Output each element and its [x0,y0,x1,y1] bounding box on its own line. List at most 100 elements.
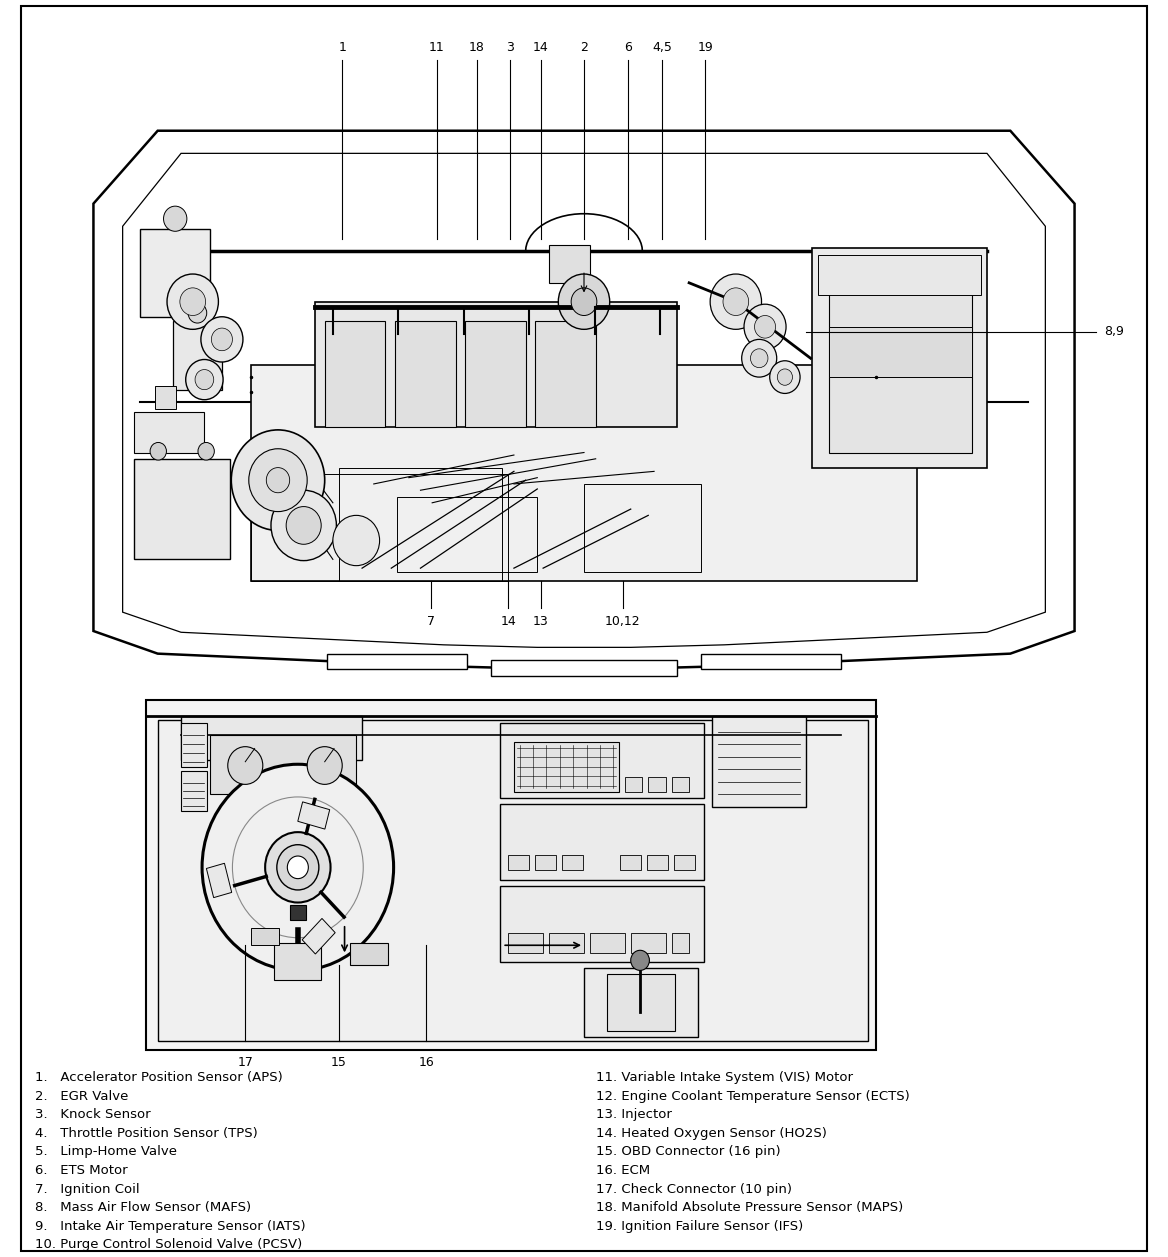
Text: 8,9: 8,9 [1104,326,1124,338]
Circle shape [277,845,319,890]
Bar [535,321,596,427]
Text: 17. Check Connector (10 pin): 17. Check Connector (10 pin) [596,1183,792,1195]
Circle shape [723,288,749,316]
Text: 6.   ETS Motor: 6. ETS Motor [35,1164,127,1177]
Bar [500,723,704,798]
Circle shape [164,206,187,231]
Circle shape [287,856,308,879]
Text: 3.   Knock Sensor: 3. Knock Sensor [35,1109,151,1121]
Text: 17: 17 [237,1056,253,1068]
Bar [134,459,230,559]
Circle shape [186,360,223,400]
Circle shape [195,370,214,390]
Text: 6: 6 [625,41,632,54]
Circle shape [558,274,610,329]
Bar [298,802,329,830]
Circle shape [307,747,342,784]
Circle shape [333,515,380,566]
Bar [158,720,868,1041]
Circle shape [571,288,597,316]
Polygon shape [327,654,467,669]
Text: 9.   Intake Air Temperature Sensor (IATS): 9. Intake Air Temperature Sensor (IATS) [35,1219,306,1233]
Bar [325,321,385,427]
Bar [631,933,666,953]
Text: 16. ECM: 16. ECM [596,1164,649,1177]
Polygon shape [93,131,1075,669]
Bar [339,468,502,581]
Bar [140,229,210,317]
Text: 19: 19 [697,41,714,54]
Circle shape [150,442,166,460]
Bar [829,327,972,377]
Bar [508,933,543,953]
Text: 5.   Limp-Home Valve: 5. Limp-Home Valve [35,1145,178,1159]
Circle shape [744,304,786,349]
Circle shape [249,449,307,512]
Bar [395,321,456,427]
Bar [500,804,704,880]
Text: 16: 16 [418,1056,434,1068]
Text: 10. Purge Control Solenoid Valve (PCSV): 10. Purge Control Solenoid Valve (PCSV) [35,1238,303,1252]
Bar [500,886,704,962]
Text: 8.   Mass Air Flow Sensor (MAFS): 8. Mass Air Flow Sensor (MAFS) [35,1202,251,1214]
Bar [620,855,641,870]
Circle shape [202,764,394,970]
Text: 18: 18 [468,41,485,54]
Circle shape [271,490,336,561]
Bar [181,771,207,811]
Circle shape [770,361,800,393]
Circle shape [755,316,776,338]
Bar [535,855,556,870]
Bar [134,412,204,453]
Bar [465,321,526,427]
Text: 3: 3 [507,41,514,54]
Bar [508,855,529,870]
Text: 18. Manifold Absolute Pressure Sensor (MAPS): 18. Manifold Absolute Pressure Sensor (M… [596,1202,903,1214]
Bar [648,777,666,792]
Circle shape [197,442,214,460]
Text: 1.   Accelerator Position Sensor (APS): 1. Accelerator Position Sensor (APS) [35,1071,283,1084]
Bar [251,474,508,581]
Bar [712,716,806,807]
Bar [350,943,388,965]
Bar [625,777,642,792]
Circle shape [167,274,218,329]
Text: 14: 14 [533,41,549,54]
Circle shape [265,832,331,903]
Text: 10,12: 10,12 [605,615,640,627]
Bar [274,943,321,980]
Polygon shape [315,302,677,427]
Text: 11: 11 [429,41,445,54]
Circle shape [201,317,243,362]
Text: 7: 7 [427,615,434,627]
Bar [173,321,222,390]
Bar [562,855,583,870]
Circle shape [742,339,777,377]
Text: 7.   Ignition Coil: 7. Ignition Coil [35,1183,140,1195]
Bar [672,777,689,792]
Text: 13. Injector: 13. Injector [596,1109,672,1121]
Bar [584,968,698,1037]
Text: 11. Variable Intake System (VIS) Motor: 11. Variable Intake System (VIS) Motor [596,1071,853,1084]
Bar [812,248,987,468]
Text: 15: 15 [331,1056,347,1068]
Bar [607,974,675,1031]
Bar [207,864,231,897]
Bar [674,855,695,870]
Circle shape [211,328,232,351]
Text: 2.   EGR Valve: 2. EGR Valve [35,1090,128,1102]
Text: 4,5: 4,5 [652,41,673,54]
Text: 1: 1 [339,41,346,54]
Bar [397,497,537,572]
Text: 19. Ignition Failure Sensor (IFS): 19. Ignition Failure Sensor (IFS) [596,1219,802,1233]
Circle shape [180,288,206,316]
Bar [290,905,306,920]
Bar [584,484,701,572]
Text: 4.   Throttle Position Sensor (TPS): 4. Throttle Position Sensor (TPS) [35,1126,258,1140]
Text: 14. Heated Oxygen Sensor (HO2S): 14. Heated Oxygen Sensor (HO2S) [596,1126,827,1140]
Bar [251,928,279,945]
Polygon shape [701,654,841,669]
Bar [210,735,356,794]
Circle shape [266,468,290,493]
Polygon shape [251,365,917,581]
